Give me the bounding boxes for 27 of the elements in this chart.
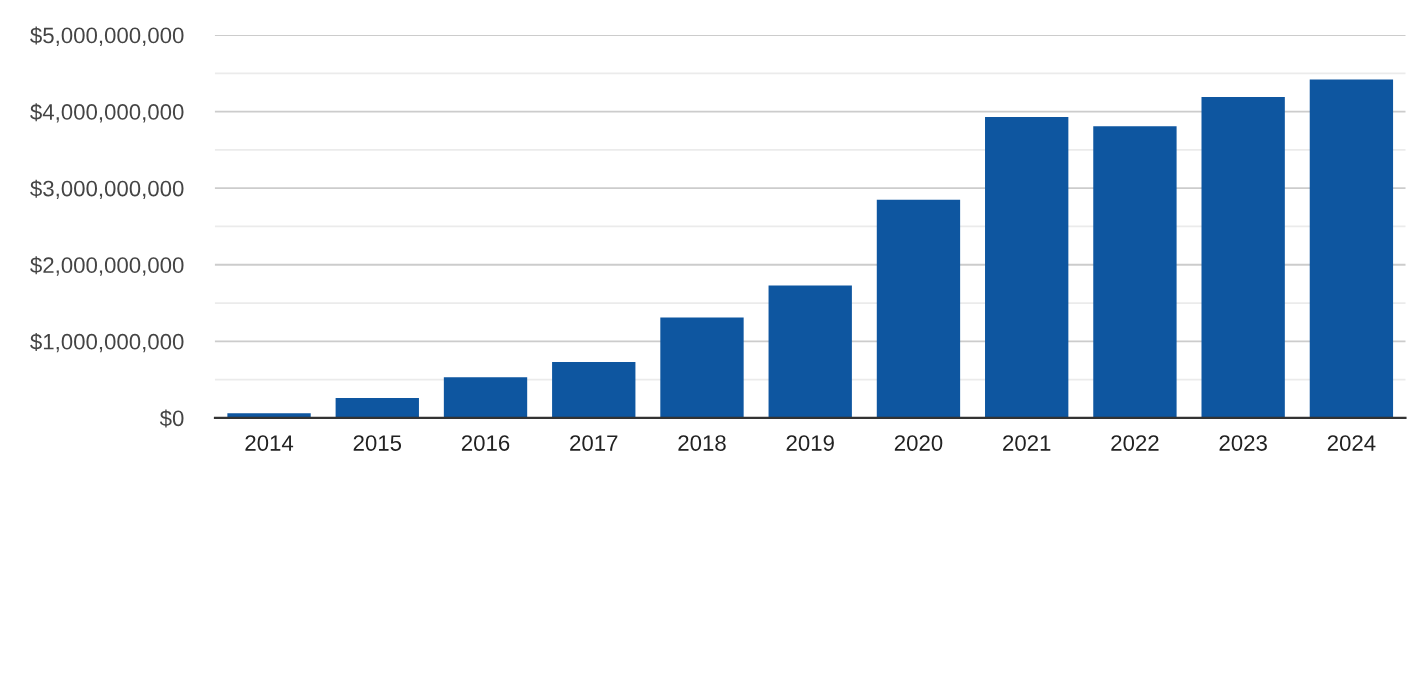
y-tick-label: $0 — [159, 409, 184, 428]
x-tick-label: 2021 — [1003, 435, 1051, 451]
y-tick-label: $5,000,000,000 — [30, 26, 184, 46]
x-tick-label: 2022 — [1111, 435, 1159, 451]
bar — [1201, 97, 1285, 418]
bar — [443, 377, 528, 418]
y-tick-label: $1,000,000,000 — [30, 332, 184, 353]
bar — [876, 199, 961, 418]
bar — [1309, 79, 1394, 418]
y-tick-label: $4,000,000,000 — [30, 103, 184, 123]
x-tick-label: 2018 — [678, 435, 726, 451]
x-tick-label: 2024 — [1327, 435, 1376, 451]
bar — [985, 116, 1069, 418]
x-tick-label: 2016 — [461, 435, 510, 451]
x-tick-label: 2019 — [786, 435, 834, 451]
bar — [768, 285, 852, 418]
bar — [1093, 126, 1177, 418]
y-tick-label: $2,000,000,000 — [30, 256, 184, 276]
x-tick-label: 2020 — [894, 435, 943, 451]
y-tick-label: $3,000,000,000 — [30, 179, 184, 200]
x-tick-label: 2023 — [1219, 435, 1267, 451]
bar — [335, 397, 419, 418]
x-tick-label: 2014 — [245, 435, 294, 451]
x-tick-label: 2017 — [570, 435, 618, 451]
bar — [552, 362, 636, 418]
bar — [660, 317, 744, 418]
x-tick-label: 2015 — [353, 435, 402, 451]
